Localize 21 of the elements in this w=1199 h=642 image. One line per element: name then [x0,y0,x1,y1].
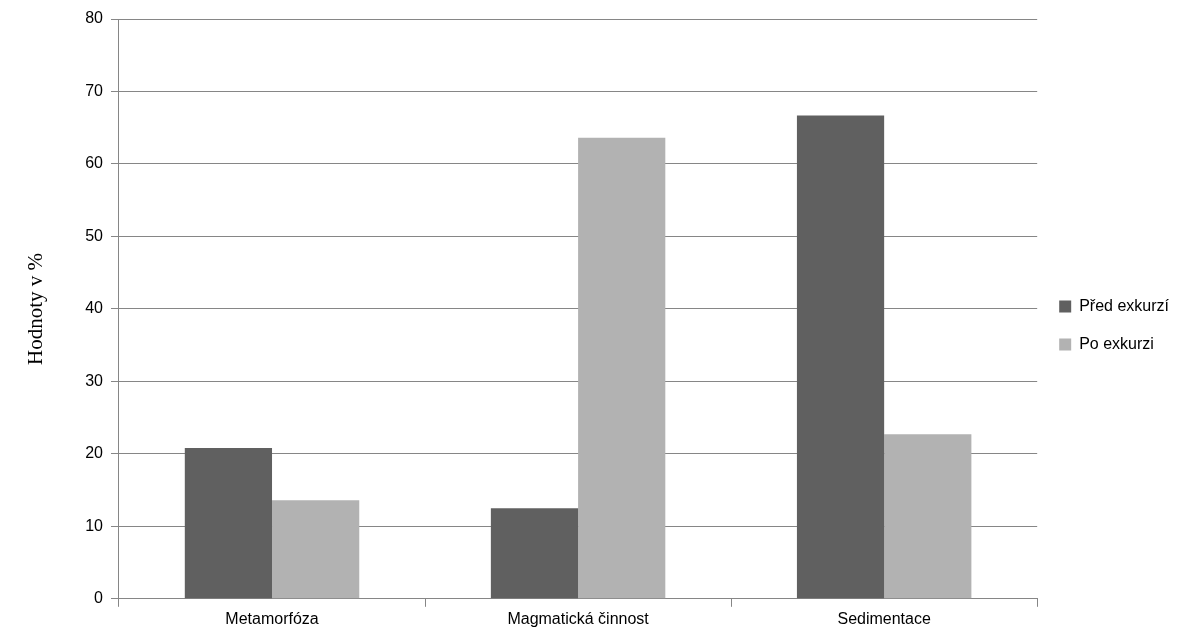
y-tick-label: 70 [85,81,104,99]
bar [272,500,360,599]
legend-label: Po exkurzi [1079,334,1154,352]
bar [796,115,885,599]
bar [184,448,273,599]
y-tick-label: 20 [85,444,104,462]
y-tick-label: 50 [85,226,104,244]
y-tick-label: 60 [85,154,104,172]
x-tick-label: Sedimentace [837,609,931,627]
legend-label: Před exkurzí [1079,296,1170,314]
y-tick-label: 30 [85,371,104,389]
bar [490,508,579,599]
x-tick-label: Magmatická činnost [507,609,650,627]
y-tick-label: 0 [94,589,104,607]
y-tick-label: 40 [85,299,104,317]
y-tick-label: 80 [85,9,104,27]
y-axis-title: Hodnoty v % [23,252,48,365]
x-tick-label: Metamorfóza [225,609,319,627]
y-tick-label: 10 [85,516,104,534]
bar [578,137,666,599]
bar [884,434,972,599]
